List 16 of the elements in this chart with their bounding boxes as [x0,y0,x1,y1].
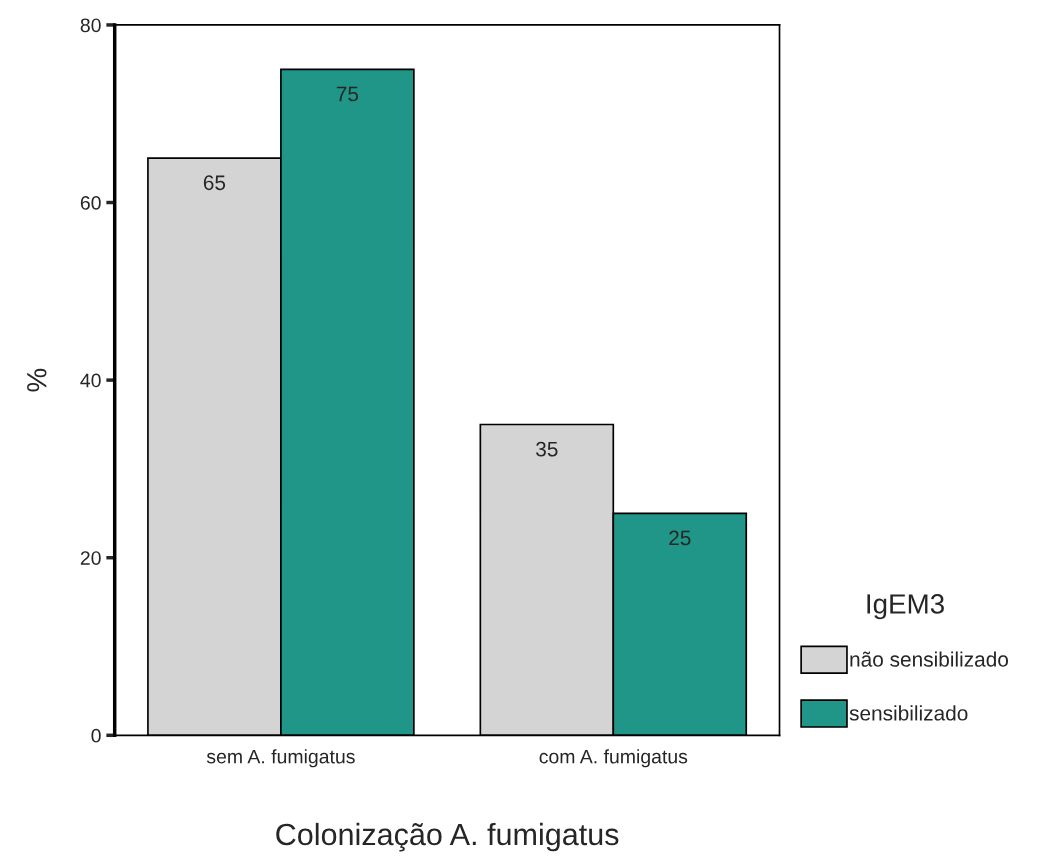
data-label: 65 [203,175,226,191]
y-tick-label: 20 [80,551,101,565]
data-label: 35 [536,441,558,457]
data-label: 75 [336,86,359,102]
x-axis-title: Colonização A. fumigatus [276,822,619,852]
y-tick-label: 0 [91,728,101,743]
y-axis-title: % [27,368,47,392]
y-tick-label: 80 [80,18,101,33]
y-tick-label: 40 [80,373,101,388]
x-tick-label: sem A. fumigatus [206,749,355,768]
y-tick-label: 60 [80,196,101,210]
legend-label: não sensibilizado [850,651,1009,667]
x-tick-label: com A. fumigatus [539,749,688,768]
legend-label: sensibilizado [849,705,968,721]
data-label: 25 [669,530,691,546]
legend-title: IgEM3 [867,594,944,620]
